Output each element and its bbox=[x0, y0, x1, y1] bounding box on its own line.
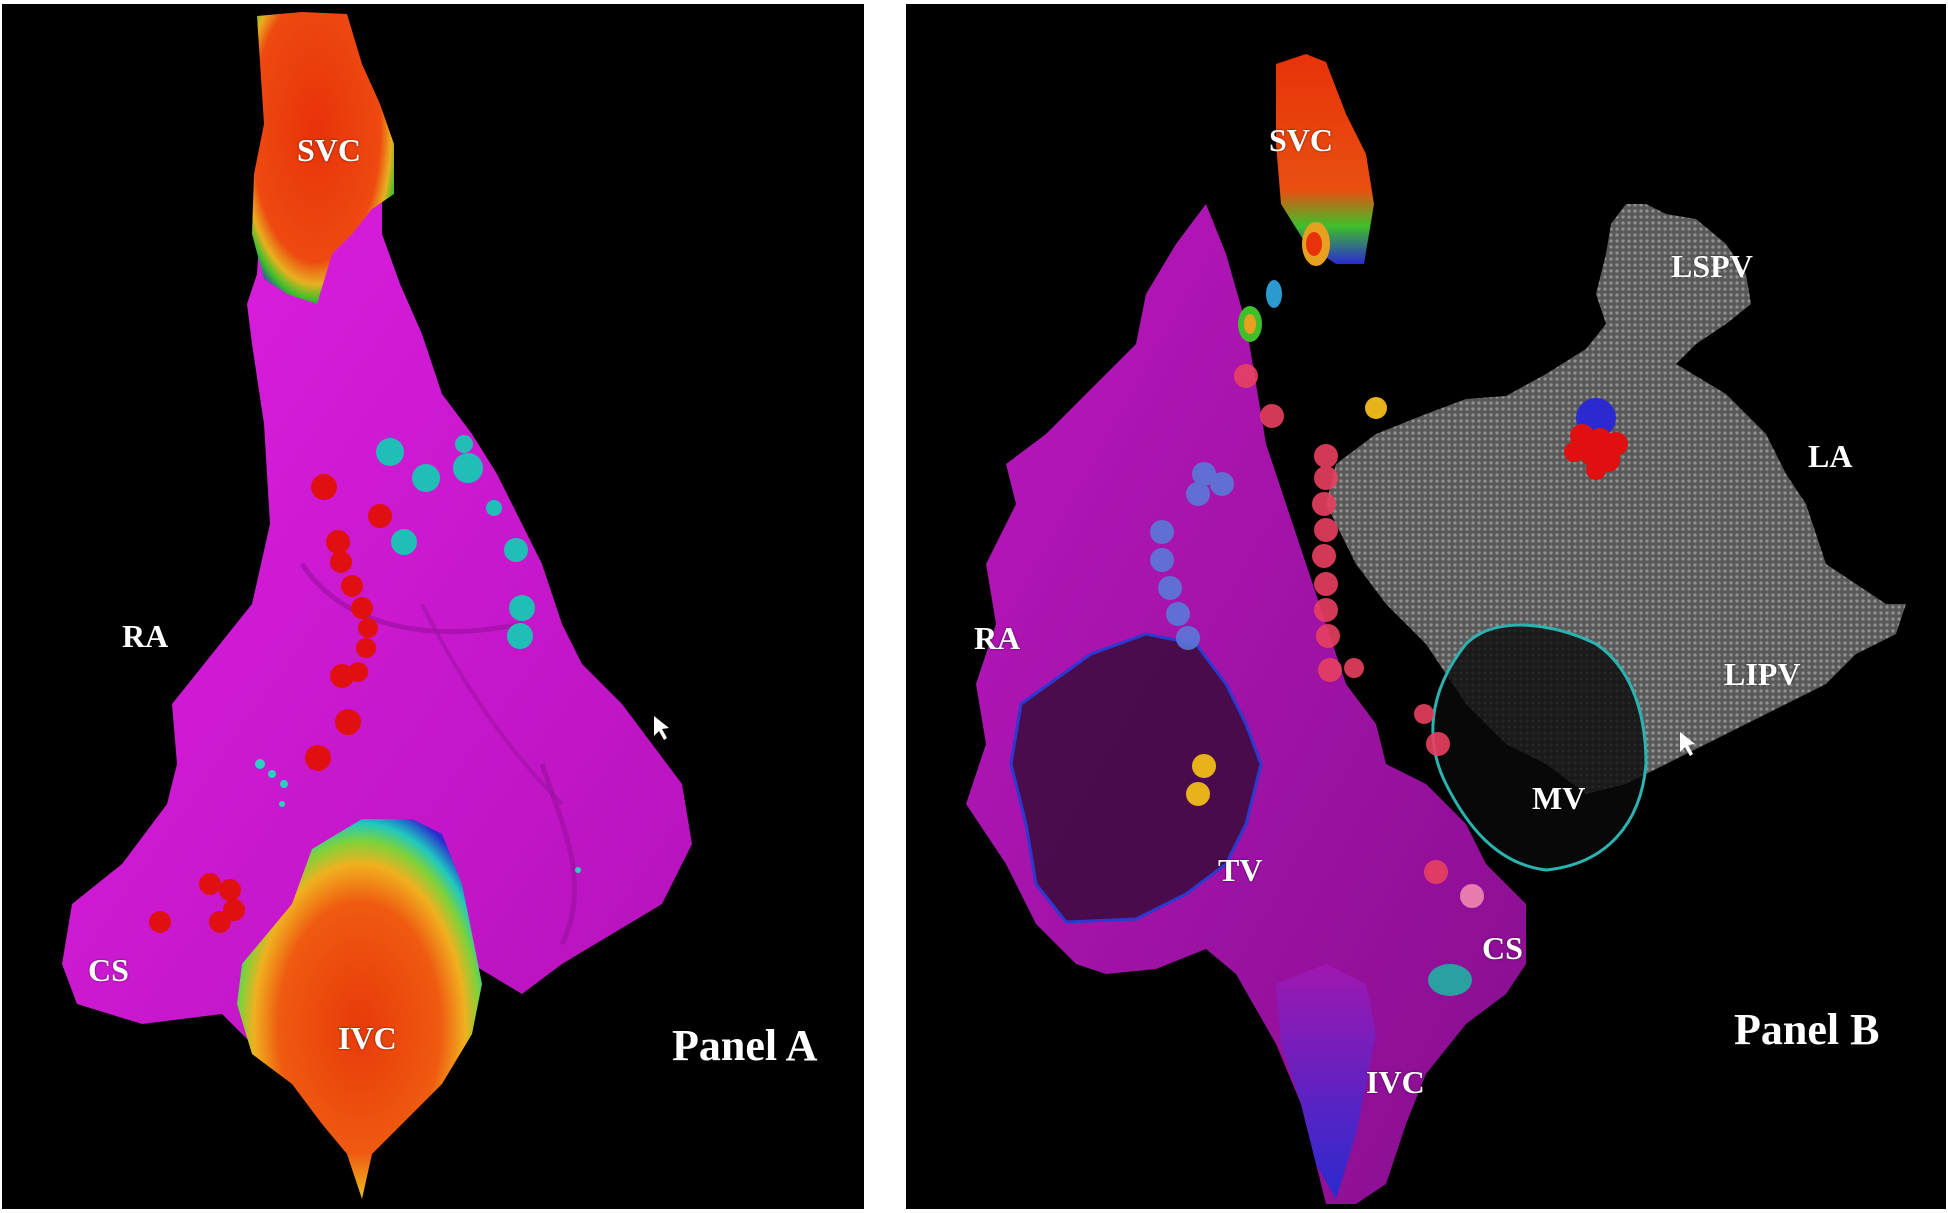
ivc-activation-area bbox=[237, 819, 482, 1199]
label-lspv: LSPV bbox=[1671, 248, 1753, 284]
label-ivc: IVC bbox=[338, 1020, 397, 1056]
svc-activation-area bbox=[1276, 54, 1374, 264]
activation-spot bbox=[1428, 964, 1472, 996]
red-ablation-points bbox=[149, 474, 392, 933]
panel-b-anatomy-image bbox=[966, 54, 1906, 1204]
blue-ablation-points bbox=[1150, 462, 1234, 650]
label-svc: SVC bbox=[1269, 122, 1334, 158]
pink-ablation-points bbox=[1234, 364, 1484, 908]
svc-activation-area bbox=[252, 12, 394, 304]
panel-b-title: Panel B bbox=[1734, 1005, 1880, 1054]
label-ivc: IVC bbox=[1366, 1064, 1425, 1100]
activation-spot bbox=[1306, 232, 1322, 256]
panel-a: SVC RA CS IVC Panel A bbox=[2, 4, 864, 1209]
surface-fold bbox=[420, 603, 564, 806]
activation-spot bbox=[1266, 280, 1282, 308]
panel-a-title: Panel A bbox=[672, 1021, 818, 1070]
label-la: LA bbox=[1808, 438, 1853, 474]
yellow-ablation-points bbox=[1186, 397, 1387, 806]
label-ra: RA bbox=[974, 620, 1021, 656]
right-atrium-shell bbox=[966, 204, 1526, 1204]
label-mv: MV bbox=[1532, 780, 1586, 816]
surface-fold bbox=[539, 763, 578, 946]
mitral-valve-outline bbox=[1431, 623, 1648, 872]
label-svc: SVC bbox=[297, 132, 362, 168]
tricuspid-valve-outline bbox=[1009, 632, 1263, 924]
label-tv: TV bbox=[1218, 852, 1263, 888]
activation-spot bbox=[1244, 314, 1256, 334]
ivc-region bbox=[1276, 964, 1376, 1199]
label-cs: CS bbox=[1482, 930, 1523, 966]
surface-fold bbox=[299, 562, 523, 634]
panel-a-anatomy-image bbox=[62, 12, 692, 1199]
label-lipv: LIPV bbox=[1724, 656, 1801, 692]
la-ablation-cluster bbox=[1564, 398, 1628, 480]
mouse-cursor-icon bbox=[1680, 732, 1695, 756]
mouse-cursor-icon bbox=[654, 716, 669, 740]
label-cs: CS bbox=[88, 952, 129, 988]
panel-b: SVC LSPV LA RA LIPV MV TV CS IVC Panel B bbox=[906, 4, 1946, 1209]
right-atrium-shell bbox=[62, 149, 692, 1044]
label-ra: RA bbox=[122, 618, 169, 654]
activation-specks bbox=[255, 759, 581, 873]
cyan-ablation-points bbox=[376, 435, 535, 649]
